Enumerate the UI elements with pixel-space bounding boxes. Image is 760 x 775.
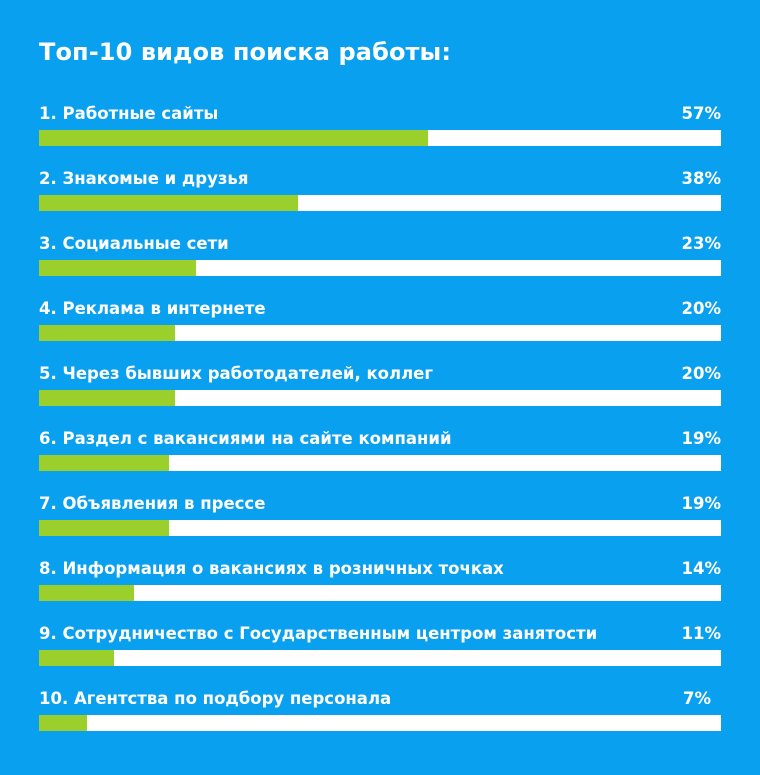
bar-category-label: 7. Объявления в прессе [39, 494, 266, 513]
bar-value-label: 38% [681, 169, 722, 188]
bar-value-label: 20% [681, 299, 722, 318]
bar-track [39, 130, 721, 146]
bar-fill [39, 715, 87, 731]
bar-fill [39, 195, 299, 211]
chart-title: Топ-10 видов поиска работы: [39, 38, 452, 66]
bar-track [39, 325, 721, 341]
bar-track [39, 390, 721, 406]
bar-category-label: 6. Раздел с вакансиями на сайте компаний [39, 429, 452, 448]
bar-fill [39, 585, 135, 601]
bar-category-label: 5. Через бывших работодателей, коллег [39, 364, 433, 383]
bar-category-label: 8. Информация о вакансиях в розничных то… [39, 559, 504, 578]
bar-chart: 1. Работные сайты 57% 2. Знакомые и друзья… [39, 103, 721, 753]
bar-value-label: 11% [681, 624, 722, 643]
bar-row: 10. Агентства по подбору персонала 7% [39, 688, 721, 753]
bar-category-label: 4. Реклама в интернете [39, 299, 266, 318]
bar-track [39, 260, 721, 276]
bar-row: 7. Объявления в прессе 19% [39, 493, 721, 558]
bar-category-label: 1. Работные сайты [39, 104, 219, 123]
bar-fill [39, 520, 169, 536]
bar-row: 4. Реклама в интернете 20% [39, 298, 721, 363]
bar-fill [39, 455, 169, 471]
bar-value-label: 14% [681, 559, 722, 578]
bar-track [39, 455, 721, 471]
bar-row: 6. Раздел с вакансиями на сайте компаний… [39, 428, 721, 493]
bar-fill [39, 130, 428, 146]
bar-row: 3. Социальные сети 23% [39, 233, 721, 298]
bar-row: 5. Через бывших работодателей, коллег 20% [39, 363, 721, 428]
bar-value-label: 23% [681, 234, 722, 253]
bar-category-label: 2. Знакомые и друзья [39, 169, 249, 188]
bar-track [39, 520, 721, 536]
bar-fill [39, 650, 115, 666]
bar-category-label: 10. Агентства по подбору персонала [39, 689, 392, 708]
bar-value-label: 20% [681, 364, 722, 383]
bar-fill [39, 390, 176, 406]
bar-track [39, 585, 721, 601]
bar-track [39, 195, 721, 211]
bar-fill [39, 260, 196, 276]
bar-category-label: 3. Социальные сети [39, 234, 229, 253]
bar-value-label: 19% [681, 429, 722, 448]
bar-fill [39, 325, 176, 341]
bar-row: 2. Знакомые и друзья 38% [39, 168, 721, 233]
bar-row: 9. Сотрудничество с Государственным цент… [39, 623, 721, 688]
bar-value-label: 7% [682, 689, 711, 708]
bar-track [39, 650, 721, 666]
bar-value-label: 19% [681, 494, 722, 513]
bar-value-label: 57% [681, 104, 722, 123]
bar-category-label: 9. Сотрудничество с Государственным цент… [39, 624, 598, 643]
bar-row: 1. Работные сайты 57% [39, 103, 721, 168]
bar-track [39, 715, 721, 731]
bar-row: 8. Информация о вакансиях в розничных то… [39, 558, 721, 623]
